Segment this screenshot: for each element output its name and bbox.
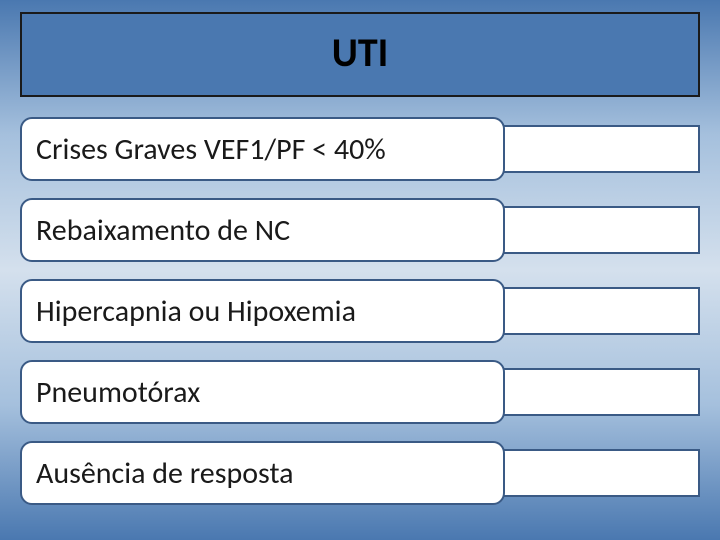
item-label: Crises Graves VEF1/PF < 40% <box>36 131 386 168</box>
list-item: Pneumotórax <box>20 360 700 423</box>
list-item: Rebaixamento de NC <box>20 198 700 261</box>
item-label: Hipercapnia ou Hipoxemia <box>36 293 356 330</box>
list-item: Crises Graves VEF1/PF < 40% <box>20 117 700 180</box>
front-pill: Hipercapnia ou Hipoxemia <box>20 279 505 343</box>
front-pill: Crises Graves VEF1/PF < 40% <box>20 117 505 181</box>
list-item: Ausência de resposta <box>20 441 700 504</box>
item-label: Pneumotórax <box>36 374 200 411</box>
item-label: Ausência de resposta <box>36 455 294 492</box>
item-label: Rebaixamento de NC <box>36 212 290 249</box>
slide-title: UTI <box>332 28 389 77</box>
front-pill: Rebaixamento de NC <box>20 198 505 262</box>
front-pill: Pneumotórax <box>20 360 505 424</box>
front-pill: Ausência de resposta <box>20 441 505 505</box>
slide-title-box: UTI <box>20 12 700 97</box>
list-item: Hipercapnia ou Hipoxemia <box>20 279 700 342</box>
